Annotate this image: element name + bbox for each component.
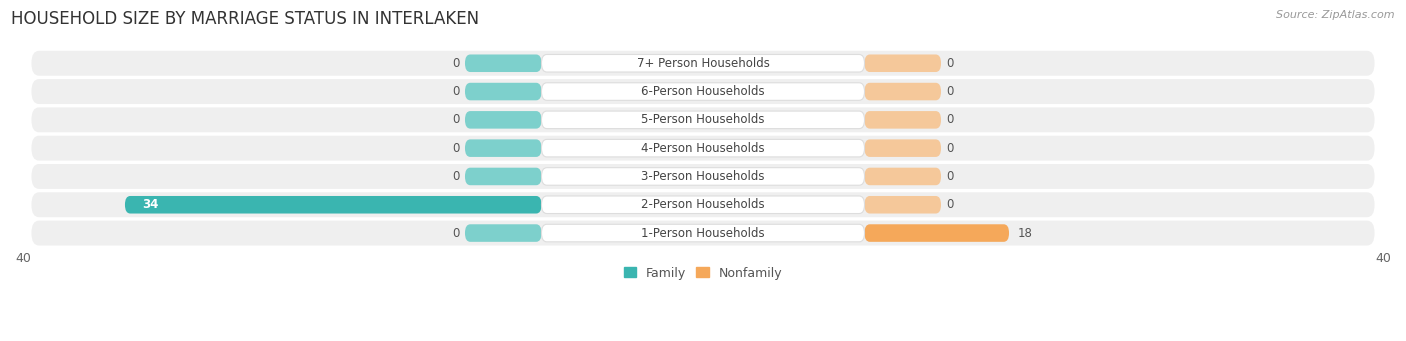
Text: 0: 0 bbox=[946, 85, 953, 98]
Text: 0: 0 bbox=[453, 85, 460, 98]
FancyBboxPatch shape bbox=[541, 111, 865, 129]
Text: 6-Person Households: 6-Person Households bbox=[641, 85, 765, 98]
FancyBboxPatch shape bbox=[465, 168, 541, 185]
Text: 0: 0 bbox=[946, 170, 953, 183]
FancyBboxPatch shape bbox=[865, 55, 941, 72]
FancyBboxPatch shape bbox=[31, 192, 1375, 217]
FancyBboxPatch shape bbox=[865, 111, 941, 129]
FancyBboxPatch shape bbox=[541, 83, 865, 100]
FancyBboxPatch shape bbox=[465, 55, 541, 72]
FancyBboxPatch shape bbox=[31, 51, 1375, 76]
Text: HOUSEHOLD SIZE BY MARRIAGE STATUS IN INTERLAKEN: HOUSEHOLD SIZE BY MARRIAGE STATUS IN INT… bbox=[11, 10, 479, 28]
FancyBboxPatch shape bbox=[465, 83, 541, 100]
FancyBboxPatch shape bbox=[865, 139, 941, 157]
FancyBboxPatch shape bbox=[541, 168, 865, 185]
FancyBboxPatch shape bbox=[541, 224, 865, 242]
Text: 2-Person Households: 2-Person Households bbox=[641, 198, 765, 211]
FancyBboxPatch shape bbox=[31, 107, 1375, 132]
Text: 0: 0 bbox=[453, 170, 460, 183]
Text: 1-Person Households: 1-Person Households bbox=[641, 226, 765, 240]
FancyBboxPatch shape bbox=[125, 196, 541, 213]
Text: 0: 0 bbox=[453, 57, 460, 70]
Text: 18: 18 bbox=[1018, 226, 1032, 240]
Text: 34: 34 bbox=[142, 198, 159, 211]
FancyBboxPatch shape bbox=[865, 224, 1010, 242]
Text: 4-Person Households: 4-Person Households bbox=[641, 142, 765, 155]
Text: 5-Person Households: 5-Person Households bbox=[641, 113, 765, 127]
Text: 0: 0 bbox=[946, 142, 953, 155]
FancyBboxPatch shape bbox=[865, 196, 941, 213]
FancyBboxPatch shape bbox=[31, 136, 1375, 161]
Text: 0: 0 bbox=[946, 198, 953, 211]
Text: 0: 0 bbox=[946, 113, 953, 127]
Text: Source: ZipAtlas.com: Source: ZipAtlas.com bbox=[1277, 10, 1395, 20]
FancyBboxPatch shape bbox=[31, 221, 1375, 246]
FancyBboxPatch shape bbox=[865, 83, 941, 100]
Text: 0: 0 bbox=[946, 57, 953, 70]
Text: 3-Person Households: 3-Person Households bbox=[641, 170, 765, 183]
FancyBboxPatch shape bbox=[465, 111, 541, 129]
FancyBboxPatch shape bbox=[31, 164, 1375, 189]
FancyBboxPatch shape bbox=[465, 224, 541, 242]
FancyBboxPatch shape bbox=[865, 168, 941, 185]
Text: 7+ Person Households: 7+ Person Households bbox=[637, 57, 769, 70]
FancyBboxPatch shape bbox=[465, 139, 541, 157]
Text: 0: 0 bbox=[453, 142, 460, 155]
FancyBboxPatch shape bbox=[541, 55, 865, 72]
Text: 0: 0 bbox=[453, 113, 460, 127]
Legend: Family, Nonfamily: Family, Nonfamily bbox=[619, 262, 787, 284]
Text: 0: 0 bbox=[453, 226, 460, 240]
FancyBboxPatch shape bbox=[541, 196, 865, 213]
FancyBboxPatch shape bbox=[541, 139, 865, 157]
FancyBboxPatch shape bbox=[31, 79, 1375, 104]
